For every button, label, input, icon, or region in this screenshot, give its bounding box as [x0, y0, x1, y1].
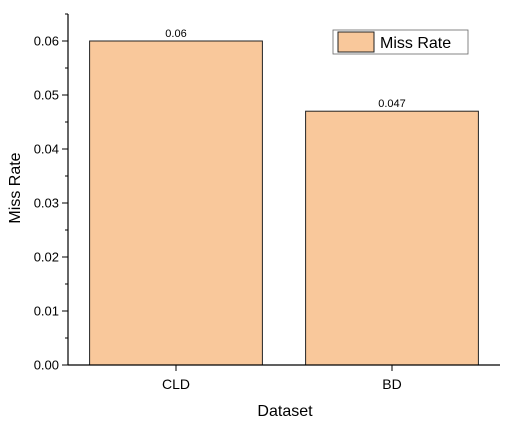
- y-tick-label: 0.01: [34, 304, 59, 319]
- value-labels: 0.06 0.047: [165, 28, 405, 110]
- y-tick-label: 0.04: [34, 142, 59, 157]
- bar-bd: [305, 110, 479, 366]
- legend-label: Miss Rate: [380, 35, 451, 52]
- x-axis-title: Dataset: [257, 403, 313, 420]
- y-axis-title: Miss Rate: [7, 152, 24, 223]
- bar-cld: [89, 40, 263, 366]
- x-tick-label: BD: [382, 376, 401, 392]
- y-tick-label: 0.05: [34, 88, 59, 103]
- y-tick-label: 0.00: [34, 358, 59, 373]
- bars-layer: [89, 40, 479, 366]
- legend-swatch: [337, 31, 375, 53]
- x-ticks: CLD BD: [162, 365, 402, 392]
- value-label: 0.06: [165, 28, 186, 40]
- x-tick-label: CLD: [162, 376, 190, 392]
- y-ticks: 0.00 0.01 0.02 0.03 0.04 0.05 0.06: [34, 13, 68, 373]
- axes-layer: [67, 14, 500, 366]
- y-tick-label: 0.06: [34, 34, 59, 49]
- y-tick-label: 0.02: [34, 250, 59, 265]
- legend: Miss Rate: [332, 29, 469, 55]
- y-tick-label: 0.03: [34, 196, 59, 211]
- value-label: 0.047: [378, 98, 406, 110]
